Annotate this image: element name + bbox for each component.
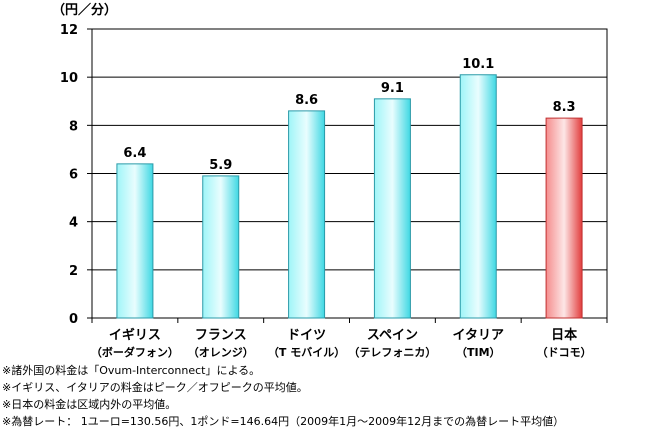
bar (545, 117, 583, 319)
bar-value-label: 8.6 (295, 93, 318, 108)
x-category-carrier-label: （ドコモ） (537, 346, 592, 359)
bar-value-label: 10.1 (462, 57, 494, 72)
bar (288, 110, 326, 319)
y-tick-label: 10 (60, 71, 78, 86)
y-tick-label: 2 (69, 264, 78, 279)
footnote-source: ※諸外国の料金は「Ovum-Interconnect」による。 (2, 364, 261, 377)
bars (116, 74, 583, 319)
bar-value-label: 8.3 (553, 100, 576, 115)
footnotes: ※諸外国の料金は「Ovum-Interconnect」による。 ※イギリス、イタ… (2, 362, 670, 430)
bar-value-label: 5.9 (209, 158, 232, 173)
footnote-peak: ※イギリス、イタリアの料金はピーク／オフピークの平均値。 (2, 381, 308, 394)
x-category-label: フランス (195, 328, 247, 343)
footnote-japan: ※日本の料金は区域内外の平均値。 (2, 398, 177, 411)
x-category-carrier-label: （T モバイル） (268, 346, 345, 359)
gridlines (92, 76, 607, 271)
x-axis: イギリス （ボーダフォン） フランス （オレンジ） ドイツ （T モバイル） スペイン （テレ… (91, 318, 608, 359)
y-tick-label: 4 (69, 216, 78, 231)
bar-value-label: 9.1 (381, 81, 404, 96)
value-labels: 6.4 5.9 8.6 9.1 10.1 8.3 (123, 57, 575, 173)
x-category-label: イタリア (453, 328, 504, 343)
y-tick-label: 0 (69, 312, 78, 327)
x-category-carrier-label: （オレンジ） (188, 346, 254, 359)
x-category-carrier-label: （TIM） (456, 346, 501, 359)
footnote-exchange-rate: ※為替レート： 1ユーロ=130.56円、1ポンド=146.64円（2009年1… (2, 415, 565, 428)
x-category-label: スペイン (367, 328, 418, 343)
y-tick-label: 6 (69, 168, 78, 183)
x-category-label: 日本 (551, 327, 577, 343)
y-axis-unit-label: （円／分） (52, 2, 117, 18)
bar (459, 74, 497, 319)
bar (202, 175, 240, 319)
bar-chart: （円／分） 0 2 4 6 8 10 12 6.4 5.9 8.6 9.1 10.1 8.3 イギリス… (52, 2, 608, 359)
y-tick-label: 8 (69, 119, 78, 134)
x-category-label: イギリス (109, 327, 161, 343)
x-category-carrier-label: （テレフォニカ） (348, 346, 436, 359)
bar (373, 98, 411, 319)
x-category-label: ドイツ (287, 328, 326, 343)
x-category-carrier-label: （ボーダフォン） (91, 345, 179, 359)
y-tick-label: 12 (60, 23, 78, 38)
bar (116, 163, 154, 319)
y-axis: 0 2 4 6 8 10 12 (60, 23, 92, 327)
bar-value-label: 6.4 (123, 146, 146, 161)
